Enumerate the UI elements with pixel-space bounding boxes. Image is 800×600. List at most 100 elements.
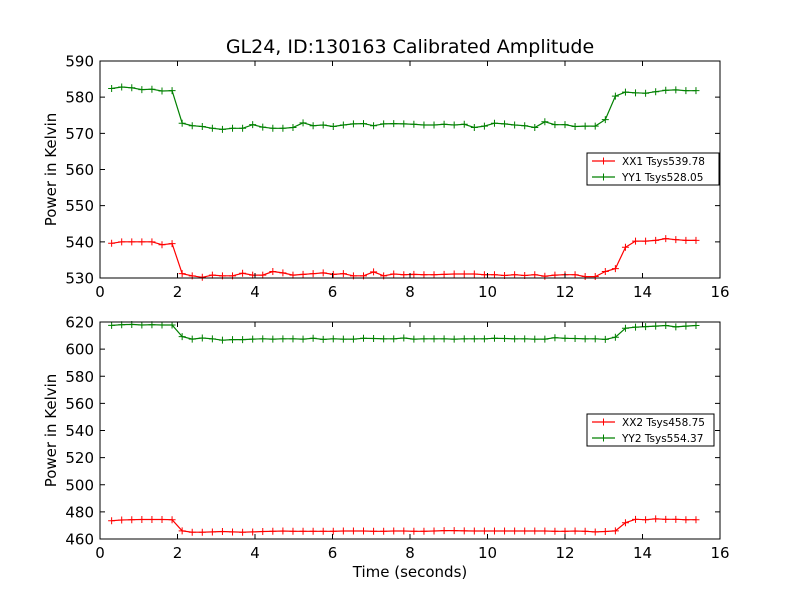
data-point [178,119,186,127]
data-point [360,334,367,342]
data-point [299,270,307,278]
y-tick-label: 540 [65,233,94,251]
data-point [480,527,488,535]
data-point [380,335,388,343]
legend-label: YY2 Tsys554.37 [621,433,703,445]
data-point [108,517,116,525]
data-point [470,335,478,343]
data-point [531,335,539,343]
data-point [621,519,629,527]
data-point [470,527,478,535]
data-point [148,515,156,523]
data-point [682,322,690,330]
data-point [410,120,418,128]
data-point [329,122,337,130]
data-point [138,321,146,329]
data-point [339,527,347,535]
data-point [601,335,609,343]
data-point [380,527,388,535]
x-tick-label: 0 [95,544,105,562]
data-point [541,272,549,280]
data-point [319,527,327,535]
data-point [460,120,468,128]
data-point [652,88,660,96]
data-point [692,516,700,524]
data-point [400,527,408,535]
data-point [581,122,589,130]
data-point [279,527,287,535]
x-tick-label: 8 [405,283,415,301]
data-point [692,87,700,95]
data-point [632,515,640,523]
data-point [682,87,690,95]
y-tick-label: 480 [65,503,94,521]
data-point [541,527,549,535]
data-point [642,516,650,524]
data-point [632,89,640,97]
data-point [420,121,428,129]
data-point [601,528,609,536]
x-tick-label: 0 [95,283,105,301]
data-point [501,527,509,535]
legend: XX1 Tsys539.78 YY1 Tsys528.05 [586,152,720,186]
x-tick-label: 6 [328,283,338,301]
data-point [440,335,448,343]
data-point [299,335,307,343]
data-point [370,268,378,276]
data-point [339,270,347,278]
data-point [269,124,277,132]
data-point [490,119,498,127]
y-tick-label: 560 [65,395,94,413]
y-tick-label: 540 [65,422,94,440]
data-point [541,335,549,343]
y-tick-label: 460 [65,531,94,549]
data-point [581,273,589,281]
y-tick-label: 580 [65,368,94,386]
data-point [621,324,629,332]
data-point [218,528,226,536]
data-point [531,124,539,132]
data-point [611,92,619,100]
data-point [581,527,589,535]
data-point [309,270,317,278]
x-tick-label: 8 [405,544,415,562]
subplot-1: 0 2 4 6 8 10 12 14 16 530 540 550 560 570 580 590 Power … [42,53,730,302]
data-point [289,527,297,535]
data-point [672,323,680,331]
data-point [329,335,337,343]
data-point [279,335,287,343]
data-point [692,322,700,330]
legend-box [586,152,720,186]
data-point [501,120,509,128]
data-point [390,270,398,278]
data-point [370,527,378,535]
data-point [380,120,388,128]
data-point [662,86,670,94]
data-point [511,335,519,343]
legend: XX2 Tsys458.75 YY2 Tsys554.37 [586,413,715,447]
data-point [460,527,468,535]
data-point [652,322,660,330]
data-point [460,270,468,278]
y-tick-label: 500 [65,476,94,494]
data-point [188,528,196,536]
data-point [239,269,247,277]
y-tick-label: 620 [65,314,94,332]
plots: 0 2 4 6 8 10 12 14 16 530 540 550 560 570 580 590 Power … [42,53,730,582]
data-point [601,267,609,275]
data-point [208,124,216,132]
data-point [259,335,267,343]
data-point [269,267,277,275]
x-tick-label: 14 [633,544,652,562]
data-point [521,335,529,343]
data-point [198,122,206,130]
data-point [672,86,680,94]
data-point [259,123,267,131]
data-point [551,527,559,535]
data-point [632,237,640,245]
data-point [168,321,176,329]
data-point [480,271,488,279]
data-point [410,335,418,343]
series-2-1 [108,515,700,536]
